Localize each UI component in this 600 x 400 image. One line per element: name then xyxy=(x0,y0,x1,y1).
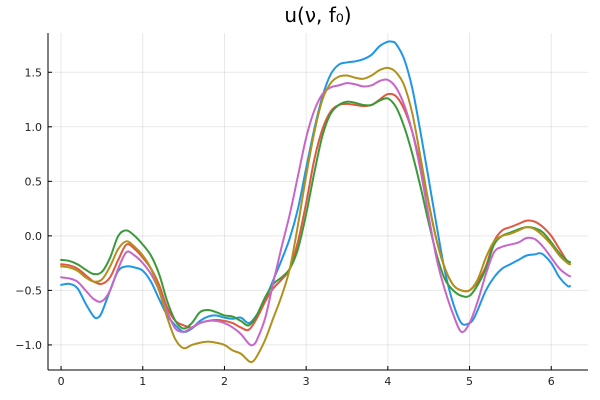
x-tick-label: 3 xyxy=(303,375,310,388)
x-tick-label: 2 xyxy=(221,375,228,388)
x-tick-label: 0 xyxy=(58,375,65,388)
x-tick-label: 1 xyxy=(139,375,146,388)
chart-title: u(ν, f₀) xyxy=(284,3,351,27)
x-tick-label: 6 xyxy=(548,375,555,388)
series-lines xyxy=(60,40,572,364)
series-line-1 xyxy=(60,40,572,333)
x-tick-label: 5 xyxy=(466,375,473,388)
y-tick-label: −0.5 xyxy=(15,284,42,297)
y-axis-ticks: −1.0 −0.5 0.0 0.5 1.0 1.5 xyxy=(15,66,52,352)
series-line-4 xyxy=(60,78,572,347)
y-tick-label: 0.5 xyxy=(25,175,43,188)
y-tick-label: −1.0 xyxy=(15,339,42,352)
series-line-3 xyxy=(60,97,572,330)
x-tick-label: 4 xyxy=(384,375,391,388)
y-tick-label: 0.0 xyxy=(25,230,43,243)
grid xyxy=(48,33,588,370)
y-tick-label: 1.5 xyxy=(25,66,43,79)
y-tick-label: 1.0 xyxy=(25,121,43,134)
x-axis-ticks: 0 1 2 3 4 5 6 xyxy=(58,366,555,388)
series-line-5 xyxy=(60,66,572,364)
axes xyxy=(47,33,588,371)
